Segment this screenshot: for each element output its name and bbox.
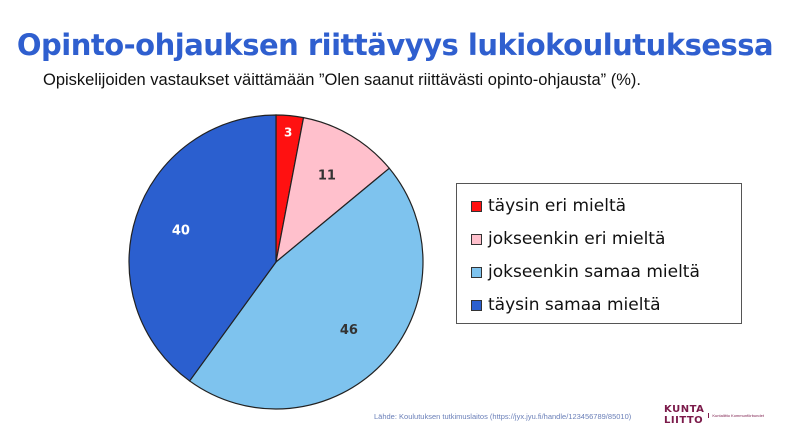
legend-label: täysin eri mieltä [488, 196, 627, 216]
kuntaliitto-logo: KUNTA LIITTO Kuntaliitto Kommunförbundet [664, 404, 764, 426]
legend-item: täysin samaa mieltä [471, 292, 661, 318]
logo-wordmark: KUNTA LIITTO [664, 404, 704, 426]
legend-swatch [471, 266, 482, 278]
source-note: Lähde: Koulutuksen tutkimuslaitos (https… [374, 412, 632, 421]
chart-subtitle: Opiskelijoiden vastaukset väittämään ”Ol… [43, 71, 641, 89]
slice-jokseenkin-samaa-mielta [188, 167, 424, 410]
legend-item: jokseenkin eri mieltä [471, 226, 665, 252]
data-label: 46 [340, 323, 358, 338]
logo-tagline: Kuntaliitto Kommunförbundet [708, 412, 764, 418]
data-label: 3 [284, 126, 292, 140]
legend-swatch [471, 200, 482, 212]
legend: täysin eri mieltä jokseenkin eri mieltä … [456, 183, 742, 324]
chart-title: Opinto-ohjauksen riittävyys lukiokoulutu… [16, 28, 774, 62]
legend-swatch [471, 299, 482, 311]
logo-line-top: KUNTA [664, 404, 705, 415]
data-label: 11 [318, 168, 336, 183]
legend-swatch [471, 233, 482, 245]
legend-label: täysin samaa mieltä [488, 295, 661, 315]
legend-item: jokseenkin samaa mieltä [471, 259, 700, 285]
legend-label: jokseenkin samaa mieltä [488, 262, 700, 282]
slice-taysin-samaa-mielta [128, 114, 277, 382]
slice-jokseenkin-eri-mielta [275, 116, 391, 264]
data-label: 40 [172, 224, 190, 239]
logo-line-bottom: LIITTO [664, 415, 704, 426]
legend-label: jokseenkin eri mieltä [488, 229, 666, 249]
legend-item: täysin eri mieltä [471, 193, 626, 219]
